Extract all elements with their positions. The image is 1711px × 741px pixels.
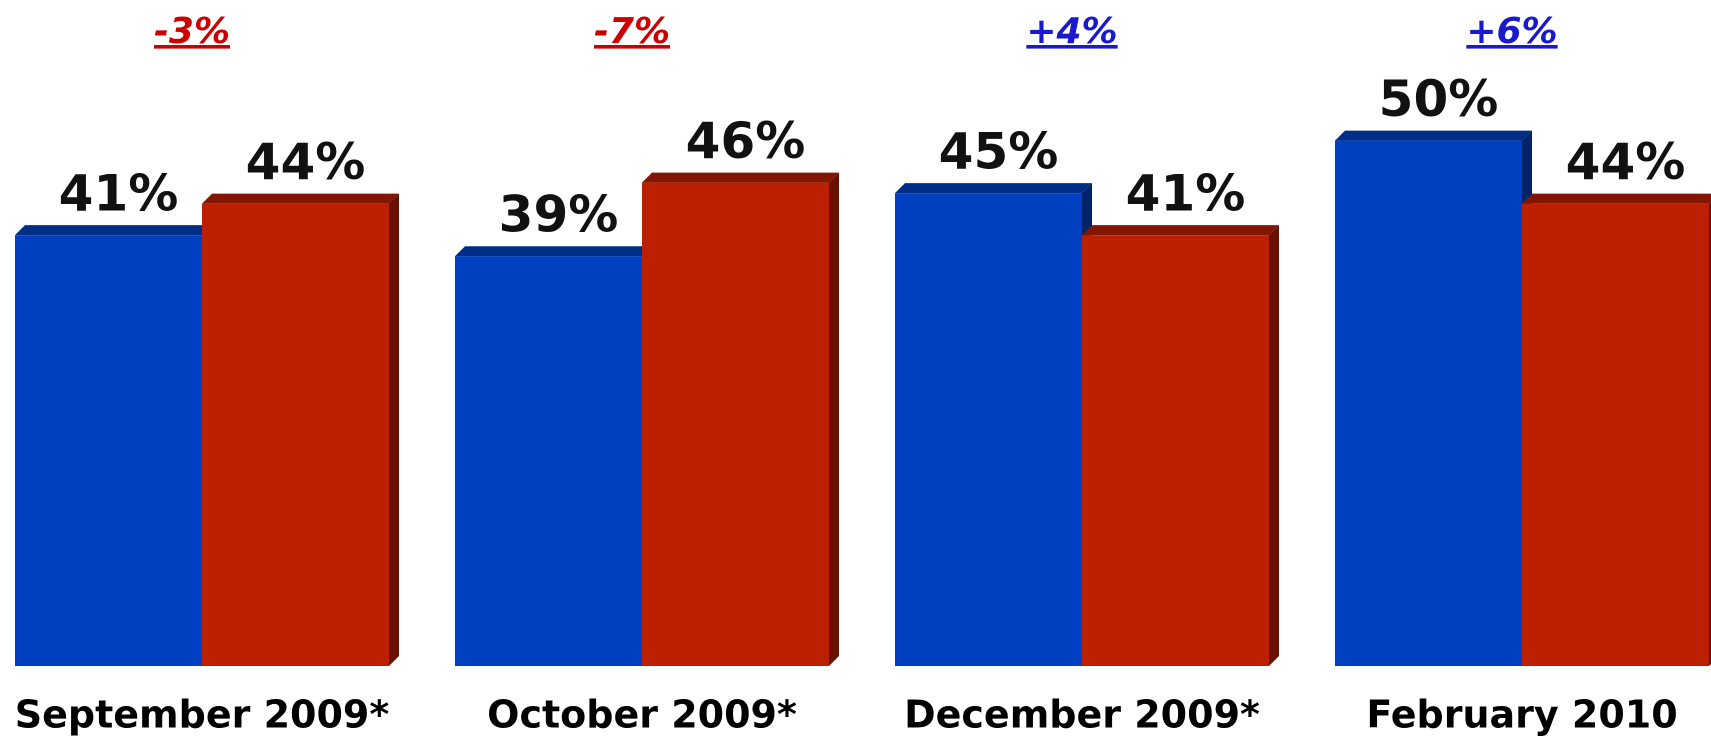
value-label: 46% bbox=[686, 112, 806, 170]
change-annotation: +6% bbox=[1466, 11, 1557, 52]
bar bbox=[202, 203, 389, 666]
category-label: September 2009* bbox=[15, 693, 390, 737]
bar-top bbox=[642, 172, 839, 183]
change-annotation: +4% bbox=[1026, 11, 1117, 52]
bar-top bbox=[455, 246, 652, 257]
bar bbox=[15, 235, 202, 666]
value-label: 50% bbox=[1379, 70, 1499, 128]
value-label: 44% bbox=[246, 133, 366, 191]
value-label: 39% bbox=[499, 186, 619, 244]
bar-top bbox=[1522, 193, 1711, 204]
bar-side bbox=[1269, 225, 1279, 666]
bar-side bbox=[829, 172, 839, 666]
bar bbox=[1082, 235, 1269, 666]
value-label: 44% bbox=[1566, 133, 1686, 191]
change-annotation: -3% bbox=[154, 11, 230, 52]
value-label: 41% bbox=[59, 165, 179, 223]
category-label: October 2009* bbox=[487, 693, 797, 737]
bar bbox=[895, 193, 1082, 666]
bar-top bbox=[895, 183, 1092, 194]
bar-top bbox=[1082, 225, 1279, 236]
bar-top bbox=[202, 193, 399, 204]
bar-top bbox=[15, 225, 212, 236]
bar bbox=[455, 256, 642, 666]
bar bbox=[1522, 203, 1709, 666]
bar bbox=[642, 182, 829, 666]
change-annotation: -7% bbox=[594, 11, 670, 52]
bar bbox=[1335, 140, 1522, 667]
bar-side bbox=[389, 193, 399, 666]
value-label: 45% bbox=[939, 123, 1059, 181]
value-label: 41% bbox=[1126, 165, 1246, 223]
category-label: December 2009* bbox=[904, 693, 1260, 737]
category-label: February 2010 bbox=[1366, 693, 1677, 737]
bar-top bbox=[1335, 130, 1532, 141]
